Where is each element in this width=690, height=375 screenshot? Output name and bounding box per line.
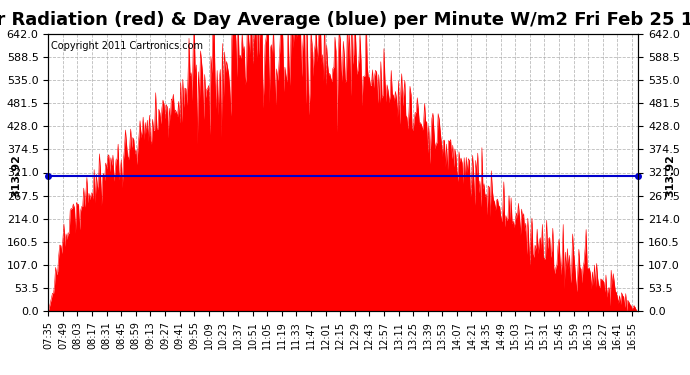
Text: Solar Radiation (red) & Day Average (blue) per Minute W/m2 Fri Feb 25 17:10: Solar Radiation (red) & Day Average (blu… [0, 11, 690, 29]
Text: Copyright 2011 Cartronics.com: Copyright 2011 Cartronics.com [51, 41, 204, 51]
Text: 313.92: 313.92 [666, 154, 676, 197]
Text: 313.92: 313.92 [11, 154, 21, 197]
